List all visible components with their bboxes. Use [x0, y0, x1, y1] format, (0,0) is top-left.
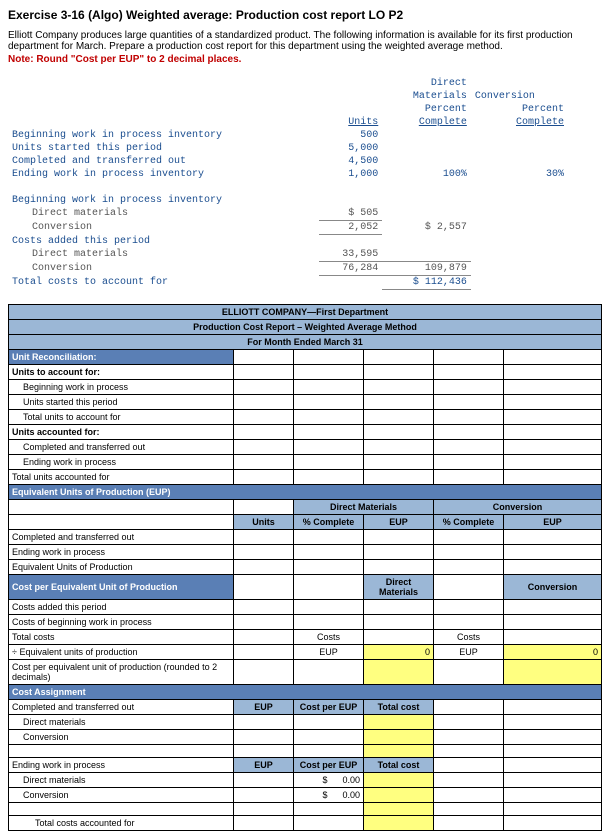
report-title-2: Production Cost Report – Weighted Averag… [9, 319, 602, 334]
production-cost-report: ELLIOTT COMPANY—First Department Product… [8, 304, 602, 831]
total-uacc-input[interactable] [234, 469, 294, 484]
exercise-title: Exercise 3-16 (Algo) Weighted average: P… [8, 8, 602, 22]
report-title-1: ELLIOTT COMPANY—First Department [9, 304, 602, 319]
rounding-note: Note: Round "Cost per EUP" to 2 decimal … [8, 54, 602, 65]
exercise-description: Elliott Company produces large quantitie… [8, 30, 602, 52]
cto-input[interactable] [234, 439, 294, 454]
dm-eup-out: 0 [364, 644, 434, 659]
total-uaf-input[interactable] [234, 409, 294, 424]
ewip-input[interactable] [234, 454, 294, 469]
bwip-input[interactable] [234, 379, 294, 394]
conv-eup-out: 0 [504, 644, 602, 659]
started-input[interactable] [234, 394, 294, 409]
given-data-table: Direct MaterialsConversion PercentPercen… [8, 77, 568, 290]
report-title-3: For Month Ended March 31 [9, 334, 602, 349]
